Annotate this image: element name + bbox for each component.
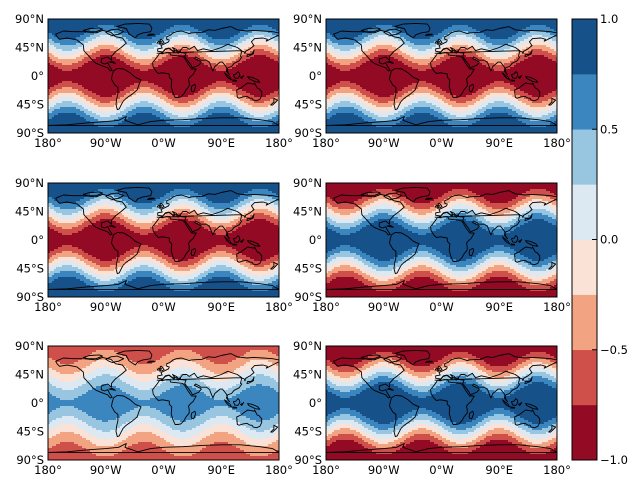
x-tick-label: 0°W: [429, 300, 453, 314]
y-tick-label: 45°S: [294, 262, 322, 276]
x-tick-label: 180°: [543, 463, 571, 477]
y-tick-label: 0°: [31, 396, 44, 410]
x-tick-label: 90°E: [485, 300, 513, 314]
x-tick-label: 90°W: [90, 136, 122, 150]
x-tick-label: 0°W: [429, 463, 453, 477]
x-tick-label: 90°E: [485, 463, 513, 477]
y-tick-label: 90°S: [294, 126, 322, 140]
contour-field: [48, 183, 279, 297]
y-tick-label: 45°N: [293, 368, 322, 382]
x-tick-label: 180°: [312, 300, 340, 314]
y-tick-label: 45°S: [16, 98, 44, 112]
y-tick-label: 90°S: [16, 126, 44, 140]
contour-field: [326, 19, 557, 133]
coastlines: [48, 349, 279, 453]
contour-field: [48, 19, 279, 133]
colorbar-tick-label: 0.0: [600, 233, 618, 247]
x-tick-label: 90°E: [485, 136, 513, 150]
colorbar-tick-label: 1.0: [600, 12, 618, 26]
x-tick-label: 90°W: [90, 300, 122, 314]
colorbar-segment: [572, 74, 597, 130]
y-tick-label: 45°N: [293, 41, 322, 55]
x-tick-label: 180°: [265, 300, 293, 314]
x-tick-label: 180°: [312, 136, 340, 150]
y-tick-label: 90°N: [293, 12, 322, 26]
x-tick-label: 0°W: [151, 463, 175, 477]
x-tick-label: 180°: [265, 463, 293, 477]
coastlines: [326, 186, 557, 290]
y-tick-label: 45°S: [294, 98, 322, 112]
x-tick-label: 180°: [34, 300, 62, 314]
y-tick-label: 45°N: [15, 368, 44, 382]
y-tick-label: 90°S: [16, 290, 44, 304]
y-tick-label: 0°: [31, 233, 44, 247]
x-tick-label: 90°E: [207, 300, 235, 314]
contour-field: [48, 346, 279, 460]
colorbar-segment: [572, 349, 597, 406]
colorbar-segment: [572, 294, 597, 351]
colorbar-tick-label: −0.5: [600, 343, 628, 357]
contour-field: [326, 183, 557, 297]
y-tick-label: 45°N: [15, 205, 44, 219]
y-tick-label: 0°: [31, 69, 44, 83]
map-frame: [325, 345, 558, 461]
colorbar-tick-label: −1.0: [600, 453, 628, 467]
x-tick-label: 180°: [543, 136, 571, 150]
map-frame: [47, 182, 280, 298]
coastlines: [326, 22, 557, 126]
x-tick-label: 180°: [265, 136, 293, 150]
y-tick-label: 90°S: [294, 290, 322, 304]
map-frame: [325, 182, 558, 298]
x-tick-label: 90°E: [207, 463, 235, 477]
y-tick-label: 90°N: [15, 176, 44, 190]
x-tick-label: 180°: [34, 463, 62, 477]
x-tick-label: 0°W: [429, 136, 453, 150]
coastlines: [48, 22, 279, 126]
colorbar-tick-label: 0.5: [600, 122, 618, 136]
y-tick-label: 45°N: [293, 205, 322, 219]
x-tick-label: 90°W: [368, 300, 400, 314]
colorbar-segment: [572, 184, 597, 240]
x-tick-label: 90°W: [368, 463, 400, 477]
colorbar-segment: [572, 239, 597, 295]
colorbar: 1.0 0.5 0.0 −0.5 −1.0: [571, 12, 628, 467]
coastlines: [326, 349, 557, 453]
y-tick-label: 90°N: [293, 339, 322, 353]
x-tick-label: 180°: [34, 136, 62, 150]
map-frame: [47, 18, 280, 134]
x-tick-label: 0°W: [151, 300, 175, 314]
x-tick-label: 90°W: [90, 463, 122, 477]
y-tick-label: 45°S: [16, 425, 44, 439]
y-tick-label: 90°N: [293, 176, 322, 190]
x-tick-label: 90°W: [368, 136, 400, 150]
y-tick-label: 0°: [309, 69, 322, 83]
x-tick-label: 0°W: [151, 136, 175, 150]
x-tick-label: 90°E: [207, 136, 235, 150]
y-tick-label: 0°: [309, 233, 322, 247]
colorbar-segment: [572, 404, 597, 461]
y-tick-label: 45°S: [294, 425, 322, 439]
map-frame: [47, 345, 280, 461]
y-tick-label: 90°S: [294, 453, 322, 467]
x-tick-label: 180°: [543, 300, 571, 314]
colorbar-segment: [572, 19, 597, 75]
contour-field: [326, 346, 557, 460]
coastlines: [48, 186, 279, 290]
y-tick-label: 45°S: [16, 262, 44, 276]
x-tick-label: 180°: [312, 463, 340, 477]
y-tick-label: 90°S: [16, 453, 44, 467]
y-tick-label: 45°N: [15, 41, 44, 55]
map-frame: [325, 18, 558, 134]
colorbar-segment: [572, 129, 597, 185]
y-tick-label: 90°N: [15, 12, 44, 26]
y-tick-label: 90°N: [15, 339, 44, 353]
y-tick-label: 0°: [309, 396, 322, 410]
